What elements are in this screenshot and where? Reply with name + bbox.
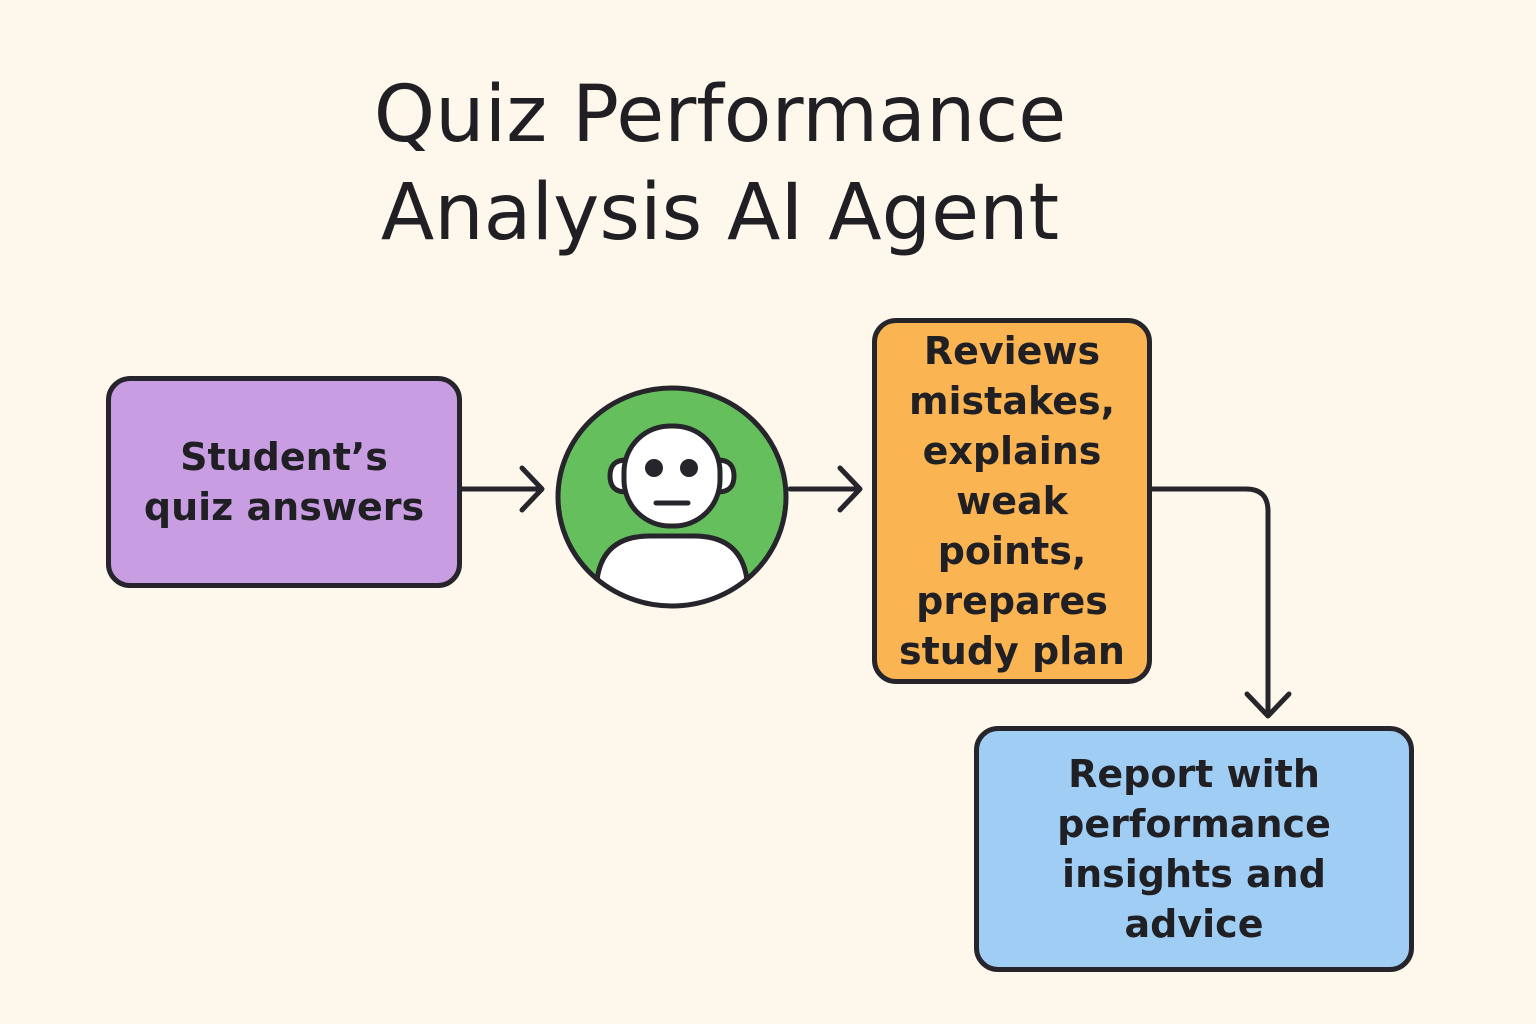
process-node-line-5: prepares	[916, 579, 1108, 623]
process-node: Reviews mistakes, explains weak points, …	[872, 318, 1152, 684]
arrow-agent-to-process	[787, 465, 863, 513]
title-line-2: Analysis AI Agent	[380, 168, 1060, 258]
robot-agent-icon	[555, 385, 789, 609]
output-node-line-2: performance	[1057, 802, 1331, 846]
output-node-line-3: insights and	[1062, 852, 1326, 896]
title-line-1: Quiz Performance	[373, 70, 1067, 160]
process-node-line-3: explains	[922, 429, 1102, 473]
output-node-line-1: Report with	[1068, 752, 1320, 796]
diagram-title: Quiz Performance Analysis AI Agent	[0, 66, 1440, 262]
process-node-line-4: weak points,	[937, 479, 1087, 573]
process-node-line-2: mistakes,	[908, 379, 1116, 423]
arrow-input-to-agent	[459, 465, 545, 513]
agent-node	[554, 384, 790, 610]
output-node: Report with performance insights and adv…	[974, 726, 1414, 972]
process-node-line-6: study plan	[899, 629, 1125, 673]
output-node-line-4: advice	[1124, 902, 1264, 946]
input-node-line-2: quiz answers	[143, 485, 425, 529]
input-node: Student’s quiz answers	[106, 376, 462, 588]
arrow-process-to-output	[1149, 486, 1292, 719]
input-node-line-1: Student’s	[180, 435, 388, 479]
process-node-line-1: Reviews	[923, 329, 1101, 373]
